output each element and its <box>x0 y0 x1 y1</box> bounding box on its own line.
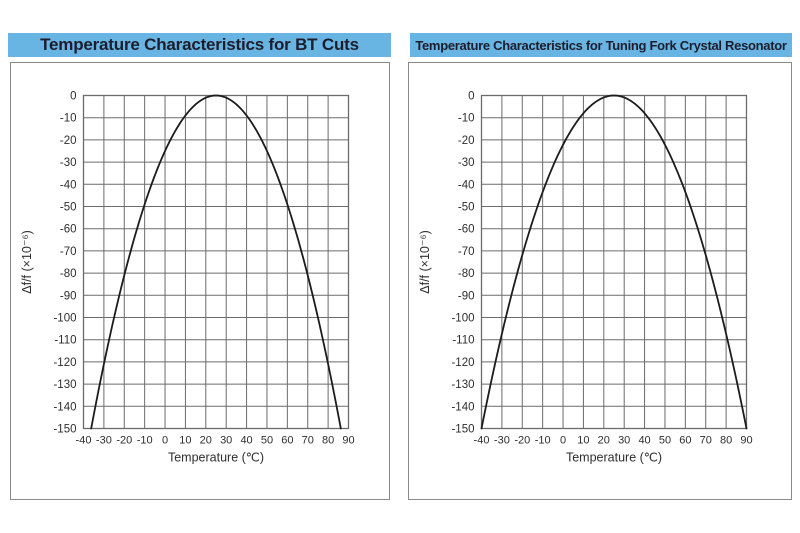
tuning-fork-chart-block: Temperature Characteristics for Tuning F… <box>408 33 792 500</box>
x-tick-label: 30 <box>220 435 232 447</box>
y-tick-label: 0 <box>70 91 76 103</box>
y-tick-label: -40 <box>60 179 77 191</box>
y-tick-label: -10 <box>60 113 77 125</box>
x-tick-label: 30 <box>618 435 630 447</box>
bt-cut-title-bar: Temperature Characteristics for BT Cuts <box>8 33 391 57</box>
curve <box>90 94 342 430</box>
y-tick-label: -20 <box>458 135 475 147</box>
x-tick-label: 10 <box>577 435 589 447</box>
x-tick-label: 40 <box>638 435 650 447</box>
y-tick-label: -120 <box>53 357 76 369</box>
x-axis-label: Temperature (℃) <box>566 451 662 465</box>
x-tick-label: 80 <box>322 435 334 447</box>
bt-cut-title: Temperature Characteristics for BT Cuts <box>40 35 359 54</box>
plot-frame <box>82 94 350 430</box>
x-tick-label: 90 <box>342 435 354 447</box>
x-tick-label: -20 <box>514 435 530 447</box>
y-tick-label: -80 <box>458 268 475 280</box>
bt-cut-plot: -40 -30 -20 -10 0 10 20 30 40 50 60 70 80 900-10-20-3… <box>20 91 355 465</box>
y-tick-label: -40 <box>458 179 475 191</box>
y-tick-label: -140 <box>53 401 76 413</box>
y-tick-label: -50 <box>458 202 475 214</box>
y-tick-label: -60 <box>60 224 77 236</box>
tuning-fork-panel: -40 -30 -20 -10 0 10 20 30 40 50 60 70 80 90 0 -10 -20 -3… <box>408 62 792 500</box>
tuning-fork-title: Temperature Characteristics for Tuning F… <box>415 37 787 53</box>
x-tick-label: 40 <box>240 435 252 447</box>
y-tick-label: -70 <box>458 246 475 258</box>
x-tick-label: 20 <box>200 435 212 447</box>
y-tick-label: -120 <box>451 357 474 369</box>
plot-frame <box>480 94 748 430</box>
x-tick-label: 50 <box>261 435 273 447</box>
y-tick-label: -50 <box>60 202 77 214</box>
x-tick-label: 70 <box>302 435 314 447</box>
y-tick-label: -150 <box>53 424 76 436</box>
y-tick-label: 0 <box>468 91 474 103</box>
y-tick-label: -140 <box>451 401 474 413</box>
y-tick-label: -150 <box>451 424 474 436</box>
y-tick-label: -10 <box>458 113 475 125</box>
x-tick-label: 0 <box>560 435 566 447</box>
x-tick-label: 60 <box>281 435 293 447</box>
y-axis-label: Δf/f (×10⁻⁶) <box>418 230 432 294</box>
y-axis-label: Δf/f (×10⁻⁶) <box>20 230 34 294</box>
y-tick-label: -90 <box>458 290 475 302</box>
x-tick-label: 10 <box>179 435 191 447</box>
x-tick-label: -40 <box>76 435 92 447</box>
x-axis-label: Temperature (℃) <box>168 451 264 465</box>
y-tick-label: -90 <box>60 290 77 302</box>
x-tick-label: 0 <box>162 435 168 447</box>
x-tick-label: -10 <box>137 435 153 447</box>
x-tick-label: 50 <box>659 435 671 447</box>
y-tick-label: -110 <box>452 335 474 347</box>
x-tick-label: -30 <box>494 435 510 447</box>
y-tick-label: -130 <box>53 379 76 391</box>
x-tick-label: 60 <box>679 435 691 447</box>
x-tick-label: -40 <box>474 435 490 447</box>
y-tick-label: -30 <box>458 157 475 169</box>
y-tick-label: -80 <box>60 268 77 280</box>
y-tick-label: -100 <box>53 313 76 325</box>
x-tick-label: 80 <box>720 435 732 447</box>
bt-cut-chart-block: Temperature Characteristics for BT Cuts … <box>8 33 391 500</box>
x-tick-label: -20 <box>116 435 132 447</box>
y-tick-label: -110 <box>54 335 76 347</box>
x-tick-label: -10 <box>535 435 551 447</box>
x-tick-label: 70 <box>700 435 712 447</box>
curve <box>480 94 748 430</box>
x-tick-label: -30 <box>96 435 112 447</box>
y-tick-label: -30 <box>60 157 77 169</box>
tuning-fork-title-bar: Temperature Characteristics for Tuning F… <box>410 33 792 57</box>
y-tick-label: -70 <box>60 246 77 258</box>
y-tick-label: -20 <box>60 135 77 147</box>
y-tick-label: -60 <box>458 224 475 236</box>
tuning-fork-plot: -40 -30 -20 -10 0 10 20 30 40 50 60 70 80 900-10-20-3… <box>418 91 753 465</box>
bt-cut-panel: -40 -30 -20 -10 0 10 20 30 40 50 60 70 80 90 0 -10 -20 -3… <box>10 62 390 500</box>
x-tick-label: 90 <box>740 435 752 447</box>
y-tick-label: -100 <box>451 313 474 325</box>
y-tick-label: -130 <box>451 379 474 391</box>
x-tick-label: 20 <box>598 435 610 447</box>
